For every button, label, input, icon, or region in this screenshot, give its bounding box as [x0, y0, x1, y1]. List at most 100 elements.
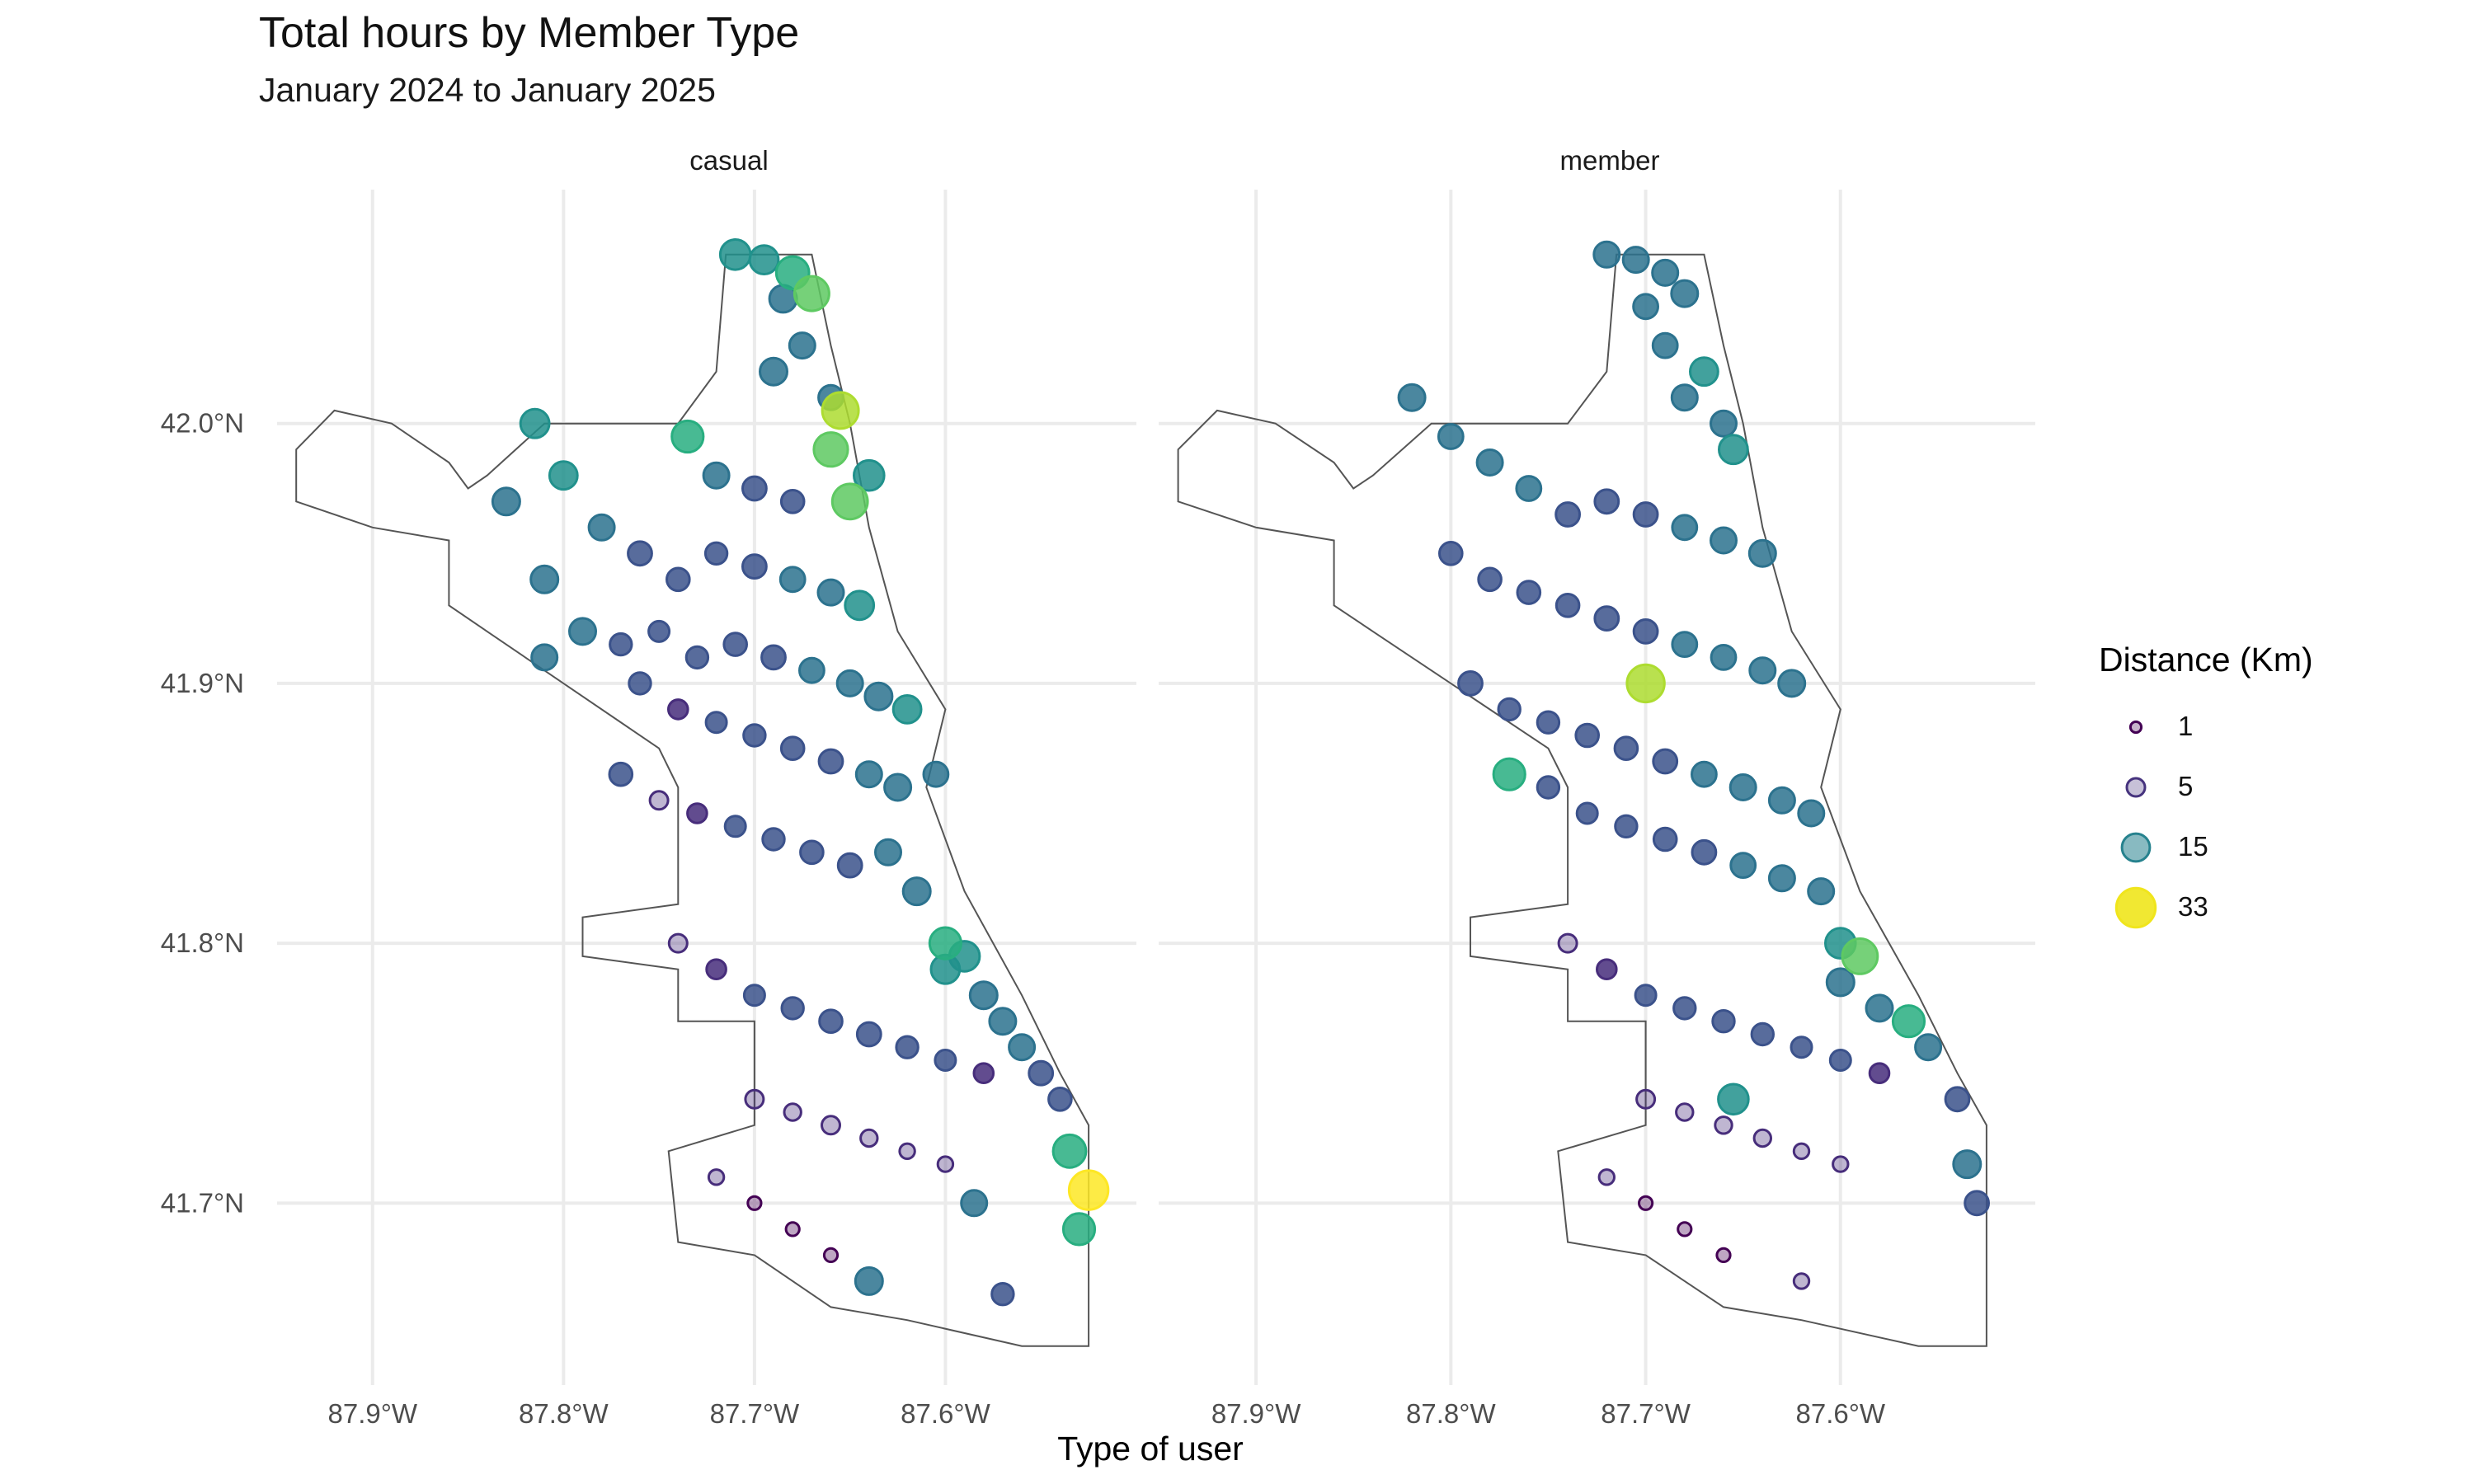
- station-point: [744, 1088, 765, 1110]
- legend-key: [2125, 777, 2147, 798]
- station-point: [628, 671, 652, 696]
- station-point: [1670, 383, 1699, 412]
- station-point: [627, 540, 653, 567]
- station-point: [1008, 1033, 1037, 1062]
- station-point: [1792, 1142, 1811, 1161]
- station-point: [901, 876, 932, 907]
- station-point: [1652, 826, 1678, 852]
- station-point: [741, 553, 768, 580]
- legend-keys: [2114, 720, 2157, 929]
- station-point: [1891, 1004, 1926, 1039]
- station-point: [817, 748, 844, 775]
- x-tick-label: 87.8°W: [519, 1398, 609, 1429]
- station-point: [859, 1128, 879, 1148]
- legend-key: [2114, 886, 2157, 929]
- station-point: [1677, 1221, 1693, 1237]
- station-point: [818, 1008, 844, 1034]
- station-point: [891, 694, 923, 725]
- station-point: [667, 932, 689, 954]
- station-point: [1841, 937, 1879, 975]
- station-point: [1711, 1009, 1736, 1034]
- station-point: [1051, 1133, 1088, 1169]
- station-point: [1515, 475, 1543, 502]
- facet-strip-member: member: [1559, 145, 1660, 176]
- station-point: [491, 486, 521, 517]
- legend-label-5: 5: [2178, 771, 2194, 801]
- station-point: [1691, 838, 1718, 866]
- station-point: [684, 645, 710, 670]
- x-tick-label: 87.8°W: [1406, 1398, 1496, 1429]
- station-point: [1497, 697, 1522, 722]
- station-point: [821, 1115, 841, 1136]
- station-point: [968, 980, 999, 1011]
- station-point: [922, 760, 950, 788]
- station-point: [530, 643, 559, 672]
- station-point: [1621, 246, 1650, 275]
- station-point: [1634, 984, 1658, 1007]
- station-point: [1715, 1247, 1732, 1264]
- legend-key: [2120, 832, 2152, 863]
- station-point: [854, 760, 883, 789]
- gridlines: [277, 190, 1136, 1385]
- station-point: [779, 489, 806, 514]
- station-point: [816, 578, 845, 607]
- station-point: [1767, 864, 1796, 893]
- station-point: [793, 275, 830, 312]
- station-point: [1964, 1190, 1991, 1217]
- station-point: [1557, 932, 1578, 954]
- station-point: [1575, 801, 1599, 825]
- x-axis-title: Type of user: [1057, 1430, 1244, 1468]
- station-point: [1952, 1149, 1982, 1180]
- station-point: [667, 698, 689, 721]
- station-point: [1047, 1087, 1073, 1112]
- station-point: [670, 419, 705, 454]
- station-point: [1437, 423, 1465, 450]
- station-point: [836, 852, 863, 879]
- gridlines: [1159, 190, 2035, 1385]
- chart-title: Total hours by Member Type: [259, 9, 800, 57]
- station-point: [1632, 293, 1659, 321]
- facet-strip-casual: casual: [689, 145, 769, 176]
- station-point: [988, 1007, 1018, 1036]
- station-point: [812, 431, 849, 468]
- station-point: [1651, 258, 1680, 287]
- station-point: [830, 482, 869, 521]
- station-point: [760, 644, 787, 671]
- station-point: [587, 513, 616, 542]
- x-tick-label: 87.7°W: [1601, 1398, 1691, 1429]
- station-point: [1807, 877, 1836, 906]
- station-point: [1767, 786, 1796, 815]
- station-point: [1028, 1059, 1055, 1087]
- station-point: [1689, 356, 1719, 387]
- station-point: [722, 632, 749, 657]
- station-point: [1632, 501, 1659, 528]
- station-point: [568, 617, 597, 646]
- station-point: [1536, 775, 1561, 800]
- station-point: [1492, 757, 1526, 791]
- station-point: [1632, 618, 1659, 645]
- station-point: [1914, 1033, 1943, 1062]
- station-point: [1777, 669, 1807, 698]
- x-tick-label: 87.6°W: [901, 1398, 990, 1429]
- station-point: [928, 926, 963, 960]
- station-point: [1825, 967, 1856, 998]
- city-boundary: [1177, 253, 1987, 1347]
- station-point: [863, 681, 894, 711]
- station-point: [1596, 958, 1618, 980]
- station-point: [1597, 1168, 1616, 1186]
- station-point: [855, 1021, 882, 1048]
- station-point: [707, 1168, 726, 1186]
- legend-label-33: 33: [2178, 891, 2208, 922]
- station-point: [1710, 644, 1738, 671]
- station-point: [1536, 710, 1561, 735]
- station-point: [1457, 670, 1484, 697]
- station-point: [1828, 1049, 1852, 1072]
- station-point: [1748, 656, 1777, 685]
- station-point: [1832, 1155, 1850, 1173]
- x-tick-label: 87.9°W: [1211, 1398, 1301, 1429]
- station-point: [1672, 996, 1697, 1021]
- station-point: [1717, 1082, 1750, 1116]
- y-tick-label: 41.8°N: [161, 928, 244, 958]
- chart-subtitle: January 2024 to January 2025: [259, 71, 716, 109]
- station-point: [1729, 852, 1757, 879]
